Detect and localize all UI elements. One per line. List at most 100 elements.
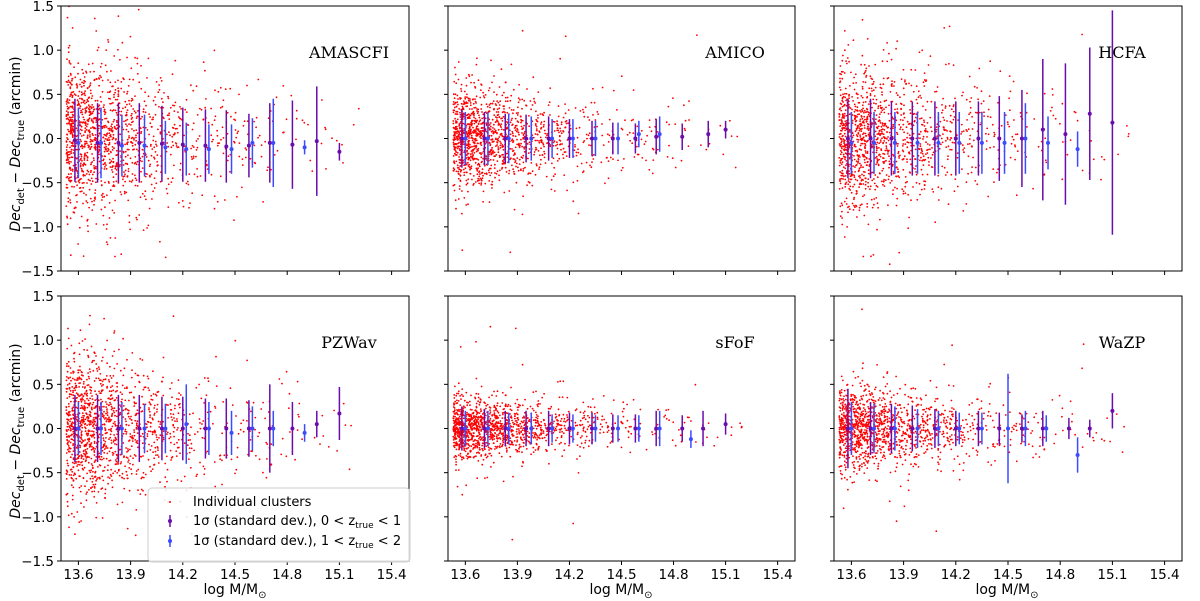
scatter-point (166, 192, 169, 195)
scatter-point (503, 110, 505, 113)
scatter-point (95, 78, 98, 80)
y-tick-label: 1.0 (33, 43, 54, 59)
scatter-point (109, 109, 112, 112)
scatter-point (477, 79, 480, 82)
scatter-point (494, 121, 497, 123)
scatter-point (840, 143, 843, 146)
scatter-point (497, 146, 500, 148)
scatter-point (153, 187, 156, 189)
scatter-point (149, 116, 152, 118)
scatter-point (472, 175, 475, 177)
scatter-point (517, 166, 519, 169)
scatter-point (922, 135, 925, 138)
scatter-point (87, 384, 90, 386)
scatter-point (564, 103, 566, 105)
scatter-point (466, 96, 468, 98)
scatter-point (874, 86, 877, 89)
scatter-point (69, 376, 72, 379)
scatter-point (502, 115, 505, 118)
scatter-point (492, 151, 494, 154)
scatter-point (90, 183, 93, 185)
scatter-point (114, 167, 117, 170)
error-bar-marker (529, 136, 534, 141)
scatter-point (128, 489, 131, 492)
scatter-point (143, 195, 146, 198)
scatter-point (882, 152, 884, 155)
scatter-point (233, 219, 235, 222)
scatter-point (859, 134, 861, 137)
scatter-point (67, 107, 70, 110)
scatter-point (119, 150, 121, 153)
scatter-point (862, 132, 865, 135)
scatter-point (72, 486, 75, 489)
scatter-point (869, 185, 872, 188)
scatter-point (897, 168, 899, 171)
scatter-point (154, 450, 157, 453)
scatter-point (469, 153, 472, 156)
scatter-point (123, 192, 126, 195)
scatter-point (985, 140, 988, 142)
scatter-point (200, 108, 203, 111)
scatter-point (925, 79, 928, 81)
scatter-point (875, 184, 878, 187)
scatter-point (917, 96, 920, 99)
scatter-point (847, 178, 850, 180)
scatter-point (150, 125, 153, 128)
scatter-point (493, 140, 495, 143)
scatter-point (866, 152, 869, 155)
scatter-point (576, 136, 579, 139)
scatter-point (460, 169, 463, 172)
scatter-point (84, 90, 86, 93)
scatter-point (149, 145, 152, 147)
scatter-point (481, 177, 484, 180)
scatter-point (123, 588, 125, 590)
scatter-point (942, 133, 944, 136)
scatter-point (87, 417, 90, 420)
scatter-point (92, 401, 95, 404)
scatter-point (159, 481, 161, 484)
scatter-point (462, 108, 465, 111)
scatter-point (88, 85, 91, 88)
scatter-point (967, 155, 970, 158)
error-bar-marker (910, 136, 915, 141)
scatter-point (550, 179, 553, 181)
scatter-point (856, 138, 858, 141)
scatter-point (463, 151, 465, 154)
scatter-point (511, 117, 513, 120)
scatter-point (937, 199, 940, 201)
scatter-point (122, 184, 125, 187)
scatter-point (552, 141, 555, 144)
scatter-point (949, 120, 952, 123)
scatter-point (283, 131, 285, 134)
scatter-point (71, 119, 74, 121)
error-bar-marker (723, 127, 728, 132)
error-bar-marker (1019, 136, 1024, 141)
scatter-point (883, 136, 886, 139)
scatter-point (514, 129, 517, 132)
scatter-point (516, 138, 518, 141)
scatter-point (931, 147, 933, 149)
scatter-point (458, 188, 461, 190)
scatter-point (89, 147, 92, 150)
scatter-point (521, 213, 524, 216)
scatter-point (103, 405, 105, 408)
scatter-point (155, 81, 158, 83)
scatter-point (989, 116, 992, 119)
scatter-point (70, 379, 72, 382)
scatter-point (864, 101, 867, 103)
scatter-point (875, 155, 878, 158)
scatter-point (195, 386, 198, 389)
scatter-point (910, 141, 912, 144)
scatter-point (935, 106, 938, 109)
scatter-point (202, 61, 205, 64)
error-bar-marker (657, 132, 662, 137)
scatter-point (475, 127, 478, 130)
scatter-point (114, 109, 117, 112)
scatter-point (996, 171, 998, 174)
scatter-point (138, 214, 141, 216)
scatter-point (85, 200, 88, 202)
scatter-point (843, 132, 846, 135)
scatter-point (257, 78, 260, 81)
scatter-point (921, 150, 924, 153)
scatter-point (116, 124, 118, 127)
